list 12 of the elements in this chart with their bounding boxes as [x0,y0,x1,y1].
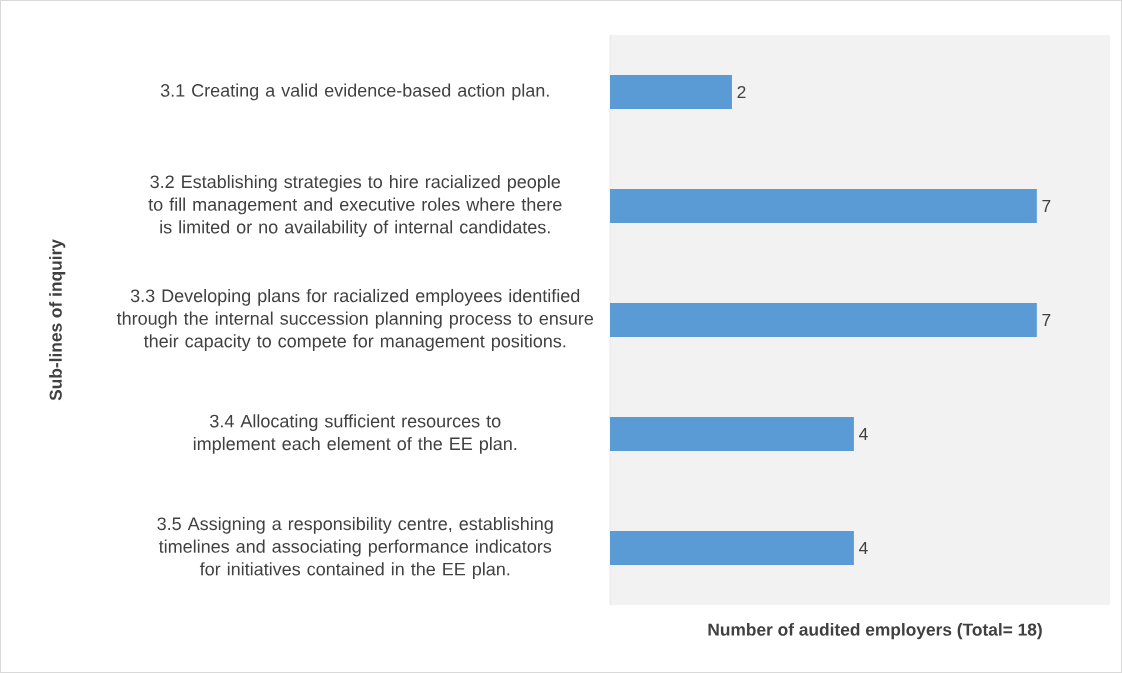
data-label: 7 [1042,200,1051,212]
y-tick-label: 3.3 Developing plans for racialized employees identified through the internal succession planning process to ensure their capacity to compete for management positions. [116,288,594,352]
y-tick-label: 3.4 Allocating sufficient resources to implement each element of the EE plan. [193,414,517,454]
y-axis-title: Sub-lines of inquiry [49,239,66,401]
data-label: 7 [1042,314,1051,326]
data-label: 4 [859,428,868,440]
x-axis-title: Number of audited employers (Total= 18) [708,623,1042,640]
y-tick-label: 3.2 Establishing strategies to hire racialized people to fill management and executive roles where there is limited or no availability of internal candidates. [148,174,562,238]
data-label: 4 [859,542,868,554]
data-label: 2 [737,85,746,99]
y-tick-label: 3.1 Creating a valid evidence-based action plan. [160,83,549,101]
y-tick-label: 3.5 Assigning a responsibility centre, establishing timelines and associating performance indicators for initiatives contained in the EE plan. [157,516,553,580]
